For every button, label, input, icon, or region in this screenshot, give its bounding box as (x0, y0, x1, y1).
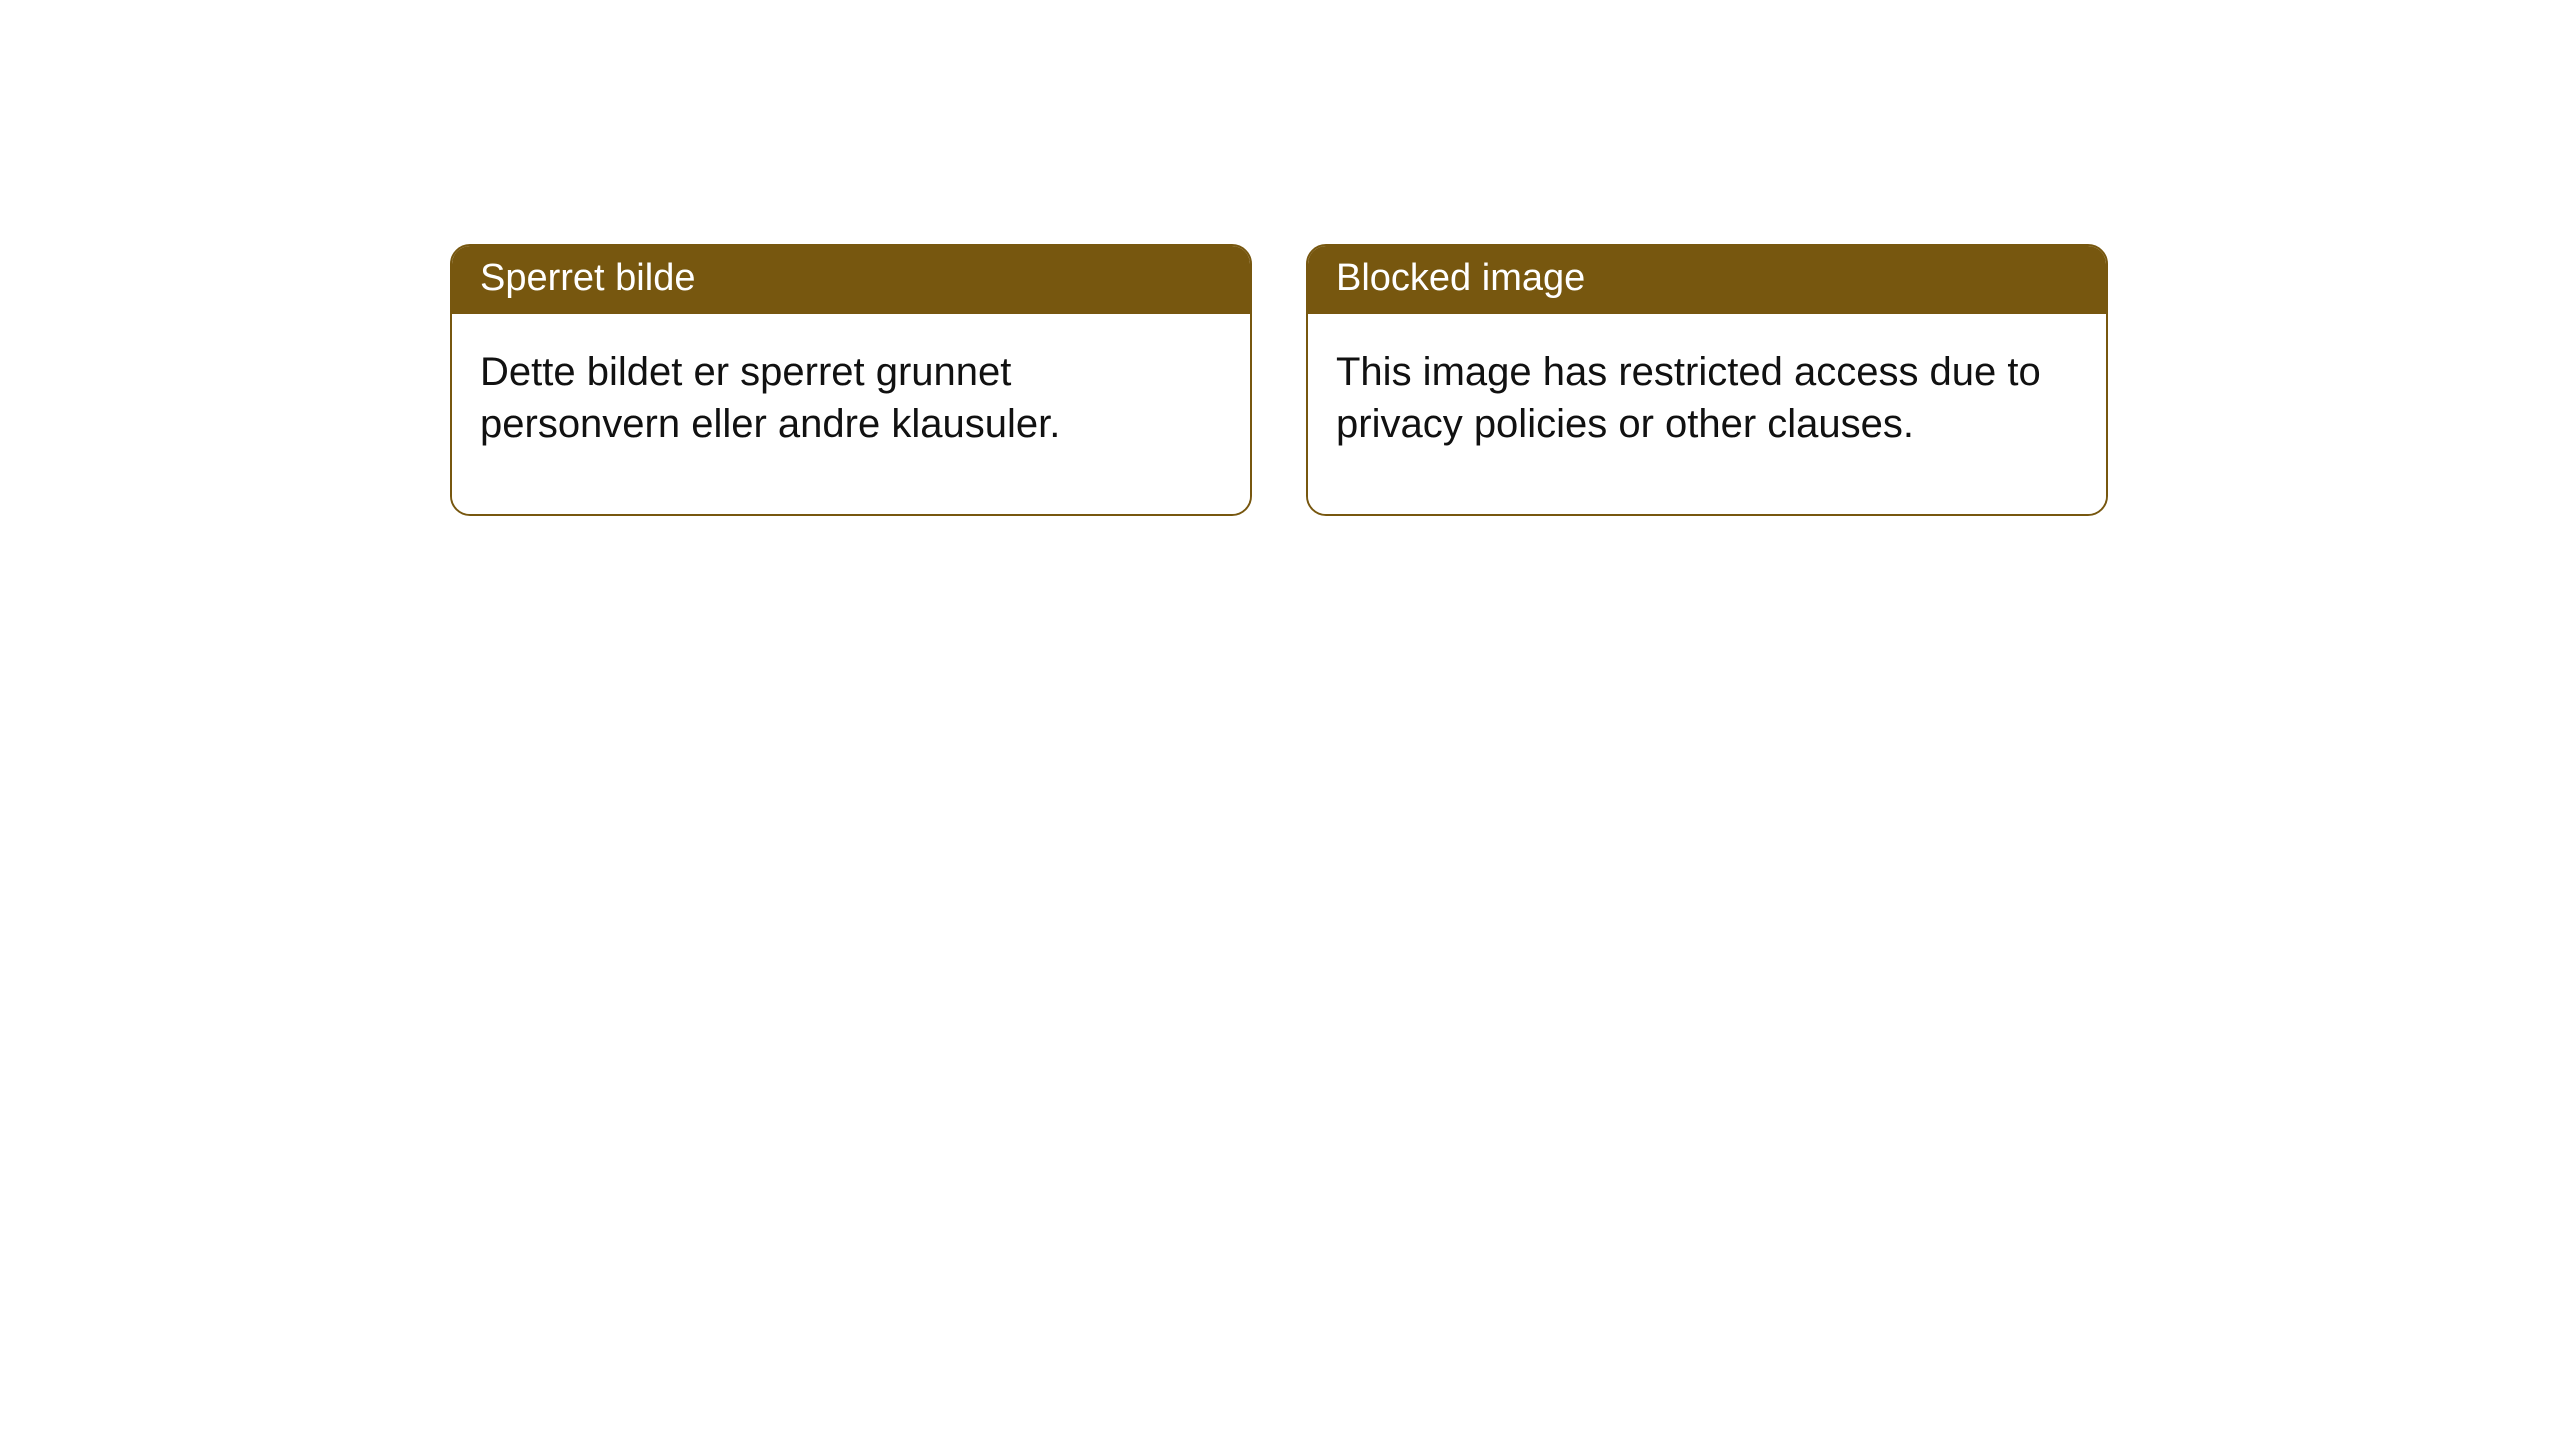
card-header: Blocked image (1308, 246, 2106, 314)
blocked-image-card-en: Blocked image This image has restricted … (1306, 244, 2108, 516)
card-body: Dette bildet er sperret grunnet personve… (452, 314, 1250, 514)
blocked-image-card-no: Sperret bilde Dette bildet er sperret gr… (450, 244, 1252, 516)
card-body: This image has restricted access due to … (1308, 314, 2106, 514)
cards-container: Sperret bilde Dette bildet er sperret gr… (0, 0, 2560, 516)
card-header: Sperret bilde (452, 246, 1250, 314)
